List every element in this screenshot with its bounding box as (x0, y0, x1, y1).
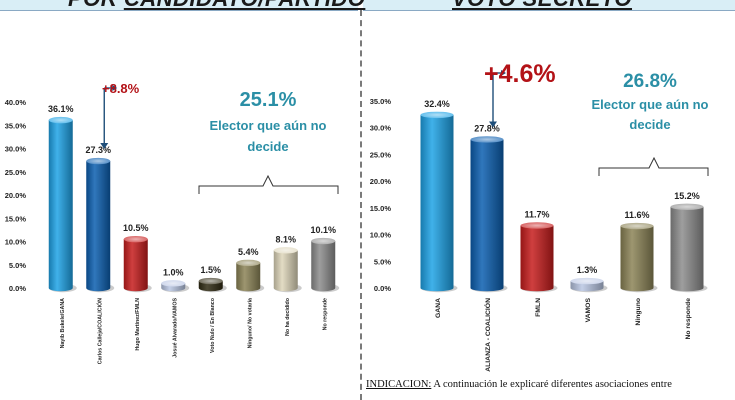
chart0-bar-top-highlight (273, 247, 298, 254)
chart1-ytick-label: 15.0% (370, 204, 392, 213)
chart1-ytick-label: 35.0% (370, 97, 392, 106)
chart0-ytick-label: 15.0% (5, 214, 27, 223)
chart1-ytick-label: 0.0% (374, 284, 391, 293)
chart1-undecided-percent: 26.8% (623, 71, 677, 92)
right-chart-header-title: VOTO SECRETO (452, 0, 632, 12)
chart0-value-label: 36.1% (48, 104, 74, 114)
chart1-value-label: 1.3% (577, 265, 598, 275)
chart0-undecided-text-line2: decide (247, 139, 288, 154)
chart0-difference-arrowhead-right (112, 85, 118, 91)
left-header-title-part1: POR (68, 0, 117, 11)
chart0-bar (48, 120, 73, 292)
chart0-undecided-text-line1: Elector que aún no (209, 118, 326, 133)
chart0-ytick-label: 0.0% (9, 284, 26, 293)
chart1-bar-top-highlight (470, 136, 504, 143)
chart1-difference-label: +4.6% (484, 60, 556, 88)
chart0-bar-top-highlight (198, 277, 223, 285)
chart0-bar (273, 250, 298, 292)
chart0-category-label: Voto Nulo / En Blanco (210, 297, 216, 353)
chart1-difference-arrowhead-right (501, 70, 506, 76)
chart1-ytick-label: 10.0% (370, 231, 392, 240)
chart0-bar (86, 161, 111, 292)
chart0-category-label: Nayib Bukele/GANA (60, 298, 66, 349)
chart0-category-label: Ninguno/ No votaría (247, 298, 253, 348)
chart0-category-label: Josué Alvarado/VAMOS (172, 298, 178, 358)
chart1-bar-top-highlight (570, 277, 604, 285)
chart1-bar-top-highlight (520, 222, 554, 229)
chart1-value-label: 11.7% (524, 209, 549, 219)
chart1-category-label: VAMOS (585, 298, 592, 323)
right-frame-line (363, 10, 735, 11)
chart0-difference-arrowhead (100, 143, 109, 150)
chart1-bar-top-highlight (670, 203, 704, 210)
chart0-ytick-label: 20.0% (5, 191, 27, 200)
chart1-undecided-text-line1: Elector que aún no (591, 97, 708, 112)
chart0-bar (123, 239, 148, 292)
chart1-category-label: ALIANZA - COALICIÓN (483, 298, 492, 372)
chart0-ytick-label: 5.0% (9, 261, 26, 270)
chart1-bar (520, 225, 554, 292)
chart1-ytick-label: 20.0% (370, 177, 392, 186)
chart0-value-label: 1.5% (200, 265, 221, 275)
chart1-bar (420, 114, 454, 292)
chart0-ytick-label: 40.0% (5, 98, 27, 107)
chart0-ytick-label: 25.0% (5, 168, 27, 177)
left-bar-chart: 0.0% 5.0% 10.0% 15.0% 20.0% 25.0% 30.0% 35.0% 40… (5, 81, 340, 364)
chart0-category-label: Carlos Calleja/COALICIÓN (95, 298, 103, 364)
right-bar-chart: 0.0% 5.0% 10.0% 15.0% 20.0% 25.0% 30.0% 35.0% 32… (370, 60, 709, 372)
chart0-value-label: 27.3% (85, 145, 111, 155)
indicacion-text: A continuación le explicaré diferentes a… (431, 379, 672, 390)
chart0-bar (236, 262, 261, 292)
indicacion-label: INDICACION: (366, 379, 432, 390)
chart1-value-label: 15.2% (674, 191, 700, 201)
chart0-ytick-label: 35.0% (5, 121, 27, 130)
chart0-bar-top-highlight (48, 116, 73, 124)
chart1-undecided-text-line2: decide (629, 117, 670, 132)
chart1-ytick-label: 25.0% (370, 150, 392, 159)
right-header-band (363, 0, 735, 10)
chart1-ytick-label: 30.0% (370, 124, 392, 133)
chart0-ytick-label: 10.0% (5, 238, 27, 247)
chart1-value-label: 11.6% (624, 210, 649, 220)
chart1-category-label: No responde (685, 298, 692, 340)
chart0-undecided-percent: 25.1% (240, 89, 297, 111)
chart0-category-label: No ha decidido (285, 297, 291, 336)
left-frame-line (0, 10, 358, 11)
chart0-value-label: 1.0% (163, 267, 184, 277)
left-chart-header-title: POR CANDIDATO/PARTIDO (68, 0, 365, 12)
chart1-bar-top-highlight (620, 222, 654, 230)
chart0-value-label: 8.1% (275, 234, 296, 244)
chart0-value-label: 10.5% (123, 223, 149, 233)
chart1-bar (620, 226, 654, 292)
left-header-band (0, 0, 358, 10)
chart1-bar-top-highlight (420, 111, 454, 119)
chart1-value-label: 27.8% (474, 123, 500, 133)
chart1-difference-arrowhead (489, 121, 497, 128)
panel-divider (360, 10, 362, 400)
chart0-category-label: No responde (322, 298, 328, 330)
chart1-ytick-label: 5.0% (374, 257, 391, 266)
chart0-bar (311, 241, 336, 292)
chart0-bar-top-highlight (236, 259, 261, 267)
chart0-category-label: Hugo Martínez/FMLN (135, 298, 141, 351)
chart1-category-label: Ninguno (635, 298, 642, 326)
chart0-difference-label: +8.8% (102, 81, 140, 96)
chart0-ytick-label: 30.0% (5, 145, 27, 154)
chart1-category-label: FMLN (535, 298, 542, 317)
left-header-title-part2: CANDIDATO/PARTIDO (124, 0, 366, 11)
chart0-bar-top-highlight (123, 235, 148, 243)
chart1-bar (470, 139, 504, 292)
chart0-bar-top-highlight (86, 157, 111, 165)
chart0-bar-top-highlight (311, 237, 336, 245)
chart1-category-label: GANA (435, 298, 442, 318)
chart0-bar-top-highlight (161, 280, 186, 287)
chart0-value-label: 10.1% (310, 225, 336, 235)
chart0-value-label: 5.4% (238, 247, 259, 257)
chart0-undecided-bracket (198, 174, 339, 194)
chart1-undecided-bracket (598, 156, 709, 176)
indicacion-note: INDICACION: A continuación le explicaré … (366, 378, 726, 391)
chart1-value-label: 32.4% (424, 99, 450, 109)
chart1-bar (670, 206, 704, 292)
